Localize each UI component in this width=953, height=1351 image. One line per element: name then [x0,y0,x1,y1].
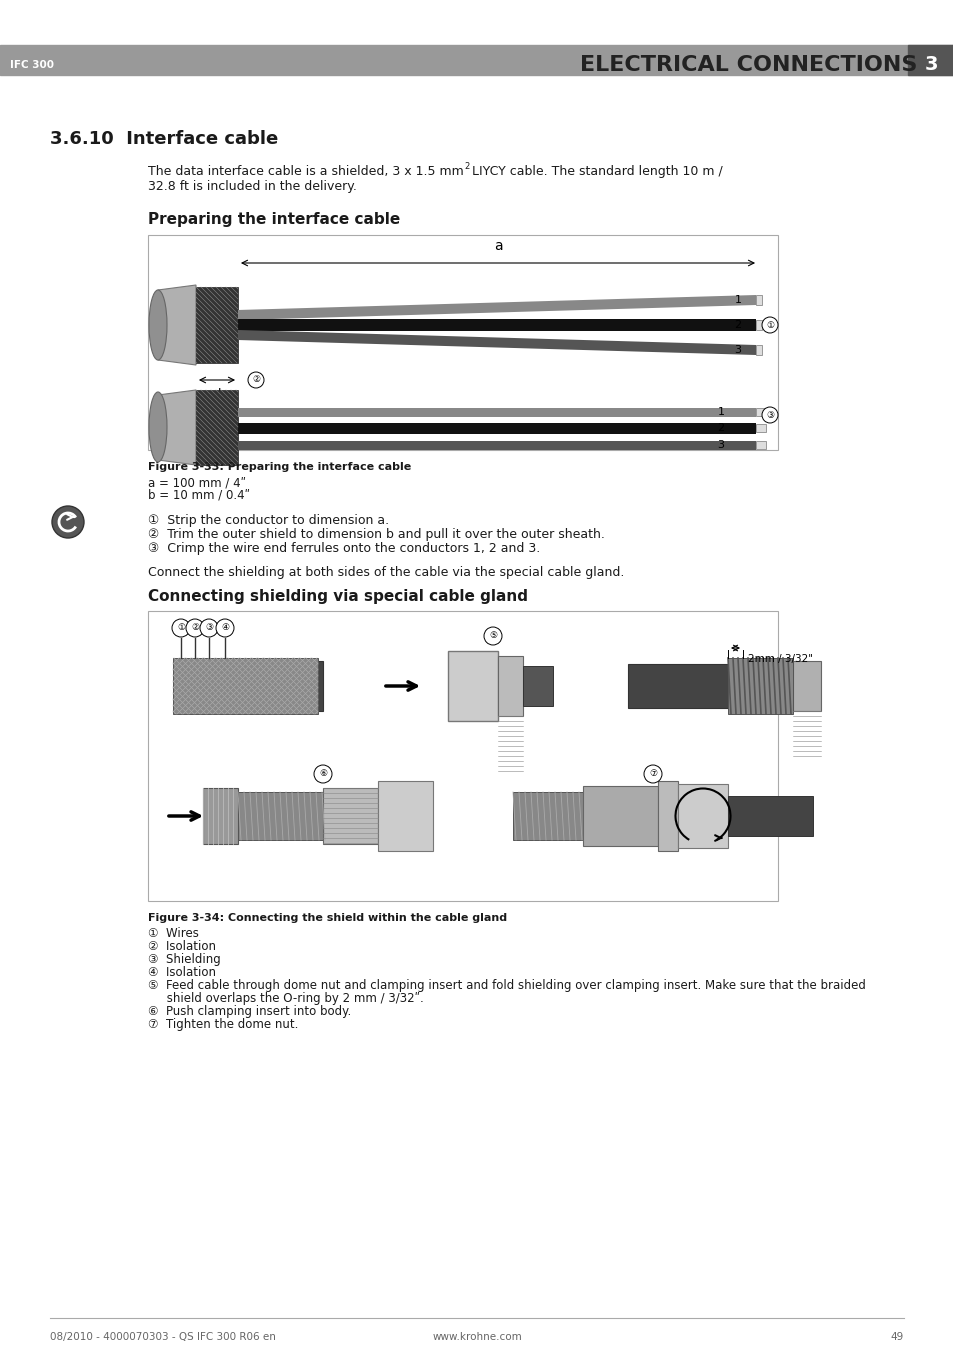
Circle shape [761,407,778,423]
Text: ⑥  Push clamping insert into body.: ⑥ Push clamping insert into body. [148,1005,351,1019]
Bar [727,796,812,836]
Text: ③  Shielding: ③ Shielding [148,952,220,966]
Bar [323,788,377,844]
Bar [377,781,433,851]
Text: shield overlaps the O-ring by 2 mm / 3/32ʺ.: shield overlaps the O-ring by 2 mm / 3/3… [148,992,423,1005]
Text: 2mm / 3/32": 2mm / 3/32" [747,654,812,663]
Bar [755,295,761,305]
Bar [522,666,553,707]
Text: ①  Strip the conductor to dimension a.: ① Strip the conductor to dimension a. [148,513,389,527]
Bar [148,611,778,901]
Polygon shape [237,319,755,331]
Bar [195,390,237,465]
Circle shape [483,627,501,644]
Text: ③: ③ [205,624,213,632]
Circle shape [200,619,218,638]
Circle shape [761,317,778,332]
Text: ③  Crimp the wire end ferrules onto the conductors 1, 2 and 3.: ③ Crimp the wire end ferrules onto the c… [148,542,539,555]
Text: ⑦  Tighten the dome nut.: ⑦ Tighten the dome nut. [148,1019,298,1031]
Text: ⑤: ⑤ [489,631,497,640]
Text: Preparing the interface cable: Preparing the interface cable [148,212,400,227]
Circle shape [172,619,190,638]
Text: ②  Isolation: ② Isolation [148,940,215,952]
Circle shape [643,765,661,784]
Polygon shape [237,440,755,450]
Bar [172,658,317,713]
Bar [203,661,323,711]
Text: IFC 300: IFC 300 [10,59,54,70]
Text: ④: ④ [221,624,229,632]
Text: ②: ② [252,376,260,385]
Text: ③: ③ [765,411,773,420]
Bar [907,45,953,76]
Ellipse shape [149,392,167,462]
Bar [237,792,323,840]
Text: 32.8 ft is included in the delivery.: 32.8 ft is included in the delivery. [148,180,356,193]
Circle shape [215,619,233,638]
Text: 3.6.10  Interface cable: 3.6.10 Interface cable [50,130,278,149]
Bar [203,788,237,844]
Text: b: b [218,388,226,401]
Text: a: a [493,239,502,253]
Bar [755,320,761,330]
Text: a = 100 mm / 4ʺ: a = 100 mm / 4ʺ [148,476,246,489]
Text: 2: 2 [717,423,723,434]
Polygon shape [237,295,755,320]
Bar [497,657,522,716]
Text: ELECTRICAL CONNECTIONS: ELECTRICAL CONNECTIONS [579,55,917,76]
Text: ④  Isolation: ④ Isolation [148,966,215,979]
Text: Connecting shielding via special cable gland: Connecting shielding via special cable g… [148,589,527,604]
Bar [755,440,765,449]
Polygon shape [158,285,195,365]
Text: 3: 3 [717,440,723,450]
Text: b = 10 mm / 0.4ʺ: b = 10 mm / 0.4ʺ [148,488,250,501]
Circle shape [186,619,204,638]
Text: Connect the shielding at both sides of the cable via the special cable gland.: Connect the shielding at both sides of t… [148,566,623,580]
Text: ②: ② [191,624,199,632]
Text: The data interface cable is a shielded, 3 x 1.5 mm: The data interface cable is a shielded, … [148,165,463,178]
Circle shape [52,507,84,538]
Text: LIYCY cable. The standard length 10 m /: LIYCY cable. The standard length 10 m / [468,165,722,178]
Text: ⑤  Feed cable through dome nut and clamping insert and fold shielding over clamp: ⑤ Feed cable through dome nut and clampi… [148,979,865,992]
Polygon shape [158,390,195,465]
Bar [0,45,953,76]
Text: 08/2010 - 4000070303 - QS IFC 300 R06 en: 08/2010 - 4000070303 - QS IFC 300 R06 en [50,1332,275,1342]
Polygon shape [237,330,755,355]
Bar [755,408,765,416]
Bar [658,781,678,851]
Text: Figure 3-34: Connecting the shield within the cable gland: Figure 3-34: Connecting the shield withi… [148,913,507,923]
Text: 1: 1 [734,295,740,305]
Text: www.krohne.com: www.krohne.com [432,1332,521,1342]
Bar [513,792,582,840]
Polygon shape [237,408,755,416]
Bar [678,784,727,848]
Bar [148,235,778,450]
Text: 49: 49 [890,1332,903,1342]
Polygon shape [237,423,755,434]
Bar [727,658,792,713]
Ellipse shape [149,290,167,359]
Bar [792,661,821,711]
Text: 1: 1 [717,407,723,417]
Text: 2: 2 [463,162,469,172]
Bar [755,424,765,432]
Text: 3: 3 [734,345,740,355]
Text: 3: 3 [923,55,937,74]
Bar [582,786,658,846]
Bar [755,345,761,355]
Text: Figure 3-33: Preparing the interface cable: Figure 3-33: Preparing the interface cab… [148,462,411,471]
Circle shape [248,372,264,388]
Text: ①  Wires: ① Wires [148,927,198,940]
Text: 2: 2 [734,320,740,330]
Bar [627,663,747,708]
Circle shape [314,765,332,784]
Bar [448,651,497,721]
Bar [195,286,237,363]
Text: ①: ① [765,320,773,330]
Text: ⑥: ⑥ [318,770,327,778]
Text: ⑦: ⑦ [648,770,657,778]
Text: ②  Trim the outer shield to dimension b and pull it over the outer sheath.: ② Trim the outer shield to dimension b a… [148,528,604,540]
Text: ①: ① [176,624,185,632]
